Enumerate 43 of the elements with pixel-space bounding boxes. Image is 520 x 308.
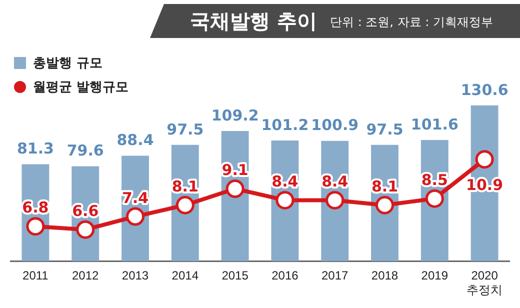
legend-label: 월평균 발행규모	[33, 79, 129, 96]
point	[376, 196, 394, 214]
data-label: 8.1	[172, 177, 198, 196]
data-label: 88.4	[116, 131, 154, 150]
point	[326, 190, 344, 210]
data-label: 9.1	[222, 161, 248, 180]
point	[76, 220, 95, 239]
data-label: 100.9	[311, 116, 359, 134]
x-tick-label: 2019	[421, 268, 448, 283]
data-label: 101.6	[410, 115, 458, 134]
data-label: 81.3	[16, 140, 54, 158]
legend-label: 총발행 규모	[33, 55, 103, 72]
data-label: 109.2	[211, 106, 259, 124]
data-label: 101.2	[261, 116, 309, 134]
x-tick-label: 2015	[222, 268, 249, 283]
x-tick-label: 2014	[172, 268, 199, 283]
x-tick-label: 2017	[322, 268, 349, 283]
data-label: 7.4	[122, 188, 149, 207]
data-label: 130.6	[460, 80, 508, 99]
data-label: 6.6	[72, 202, 99, 220]
data-label: 8.4	[322, 172, 348, 191]
chart-title: 국채발행 추이	[190, 8, 317, 35]
x-tick-label: 2018	[371, 268, 398, 283]
data-label: 79.6	[66, 142, 104, 160]
x-tick-label: 2016	[272, 268, 299, 283]
data-label: 8.4	[272, 172, 298, 191]
data-label: 6.8	[22, 198, 49, 217]
point	[475, 150, 494, 169]
x-tick-label: 2011	[22, 268, 49, 283]
x-tick-label: 2013	[122, 268, 149, 283]
x-tick-label: 2020 추정치	[466, 268, 503, 298]
point	[176, 196, 194, 214]
point	[425, 189, 444, 208]
data-label: 8.1	[371, 177, 398, 196]
data-label: 8.5	[421, 170, 448, 189]
point	[226, 180, 244, 198]
point	[126, 207, 144, 226]
x-tick-label: 2012	[72, 268, 100, 283]
data-label: 97.5	[366, 120, 404, 138]
chart-subtitle: 단위 : 조원, 자료 : 기획재정부	[330, 14, 493, 31]
data-label: 97.5	[166, 120, 204, 138]
point	[276, 190, 294, 210]
point	[26, 217, 45, 236]
